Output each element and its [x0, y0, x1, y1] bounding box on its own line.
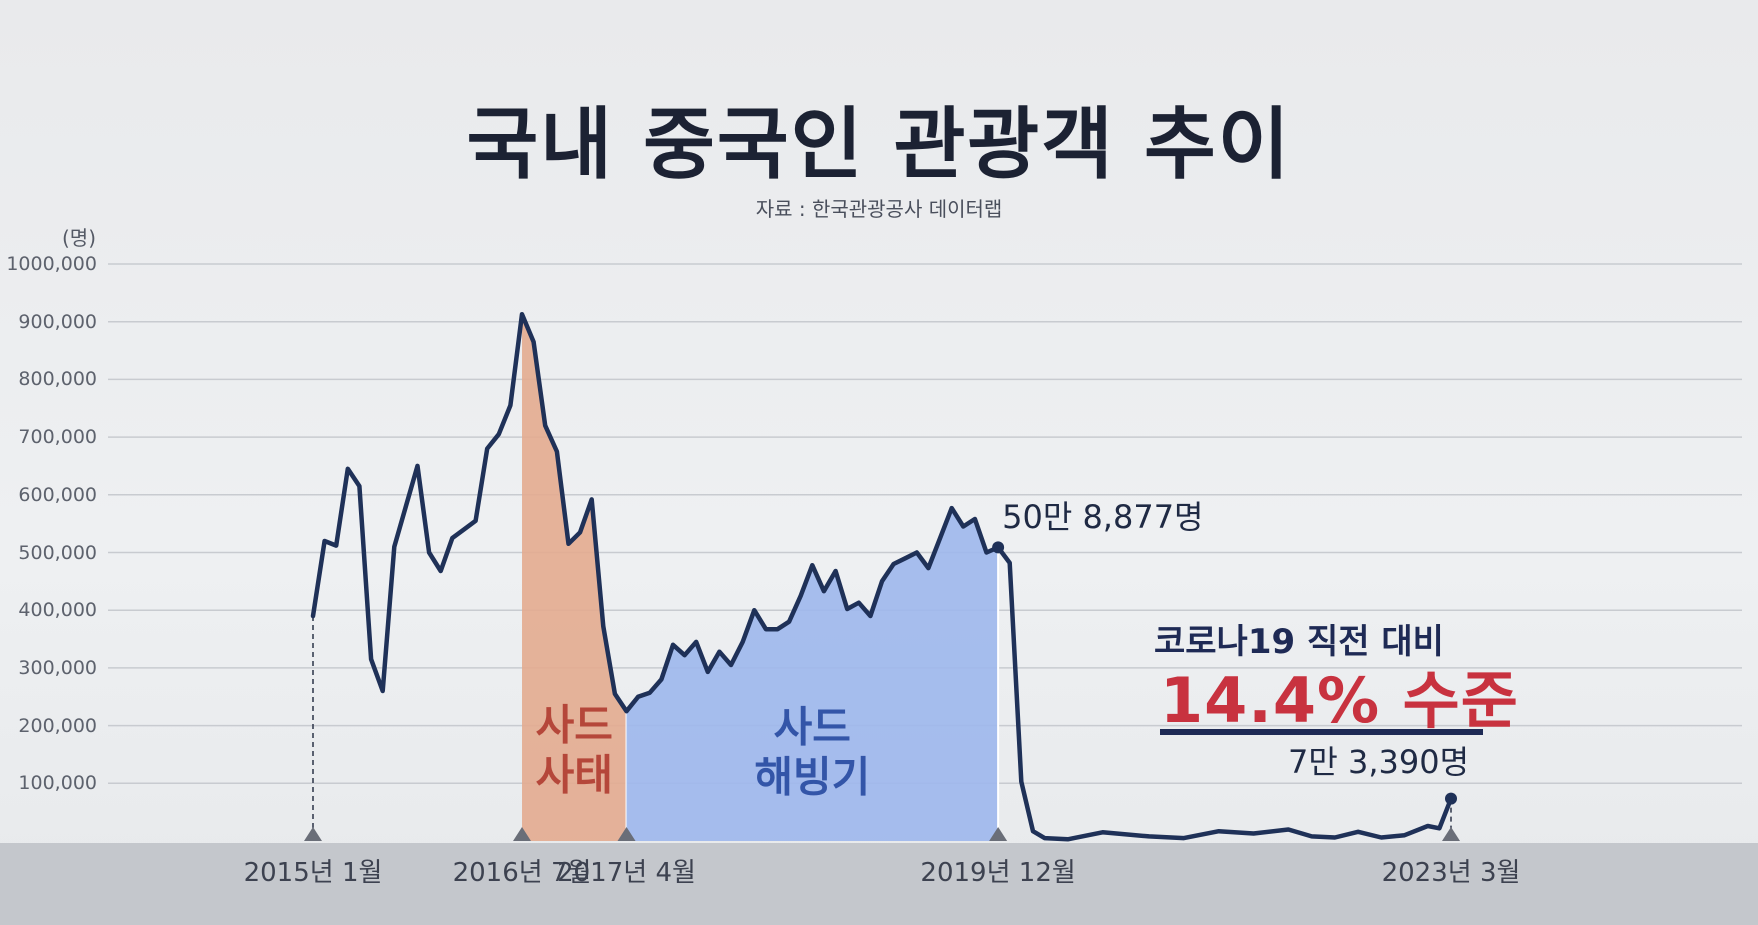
y-tick-label: 500,000 [18, 541, 97, 564]
y-tick-label: 400,000 [18, 599, 97, 622]
x-tick-label: 2023년 3월 [1381, 858, 1521, 888]
series-line [310, 311, 1454, 842]
latest-value-label: 7만 3,390명 [1288, 742, 1470, 781]
y-axis-unit: (명) [62, 226, 97, 250]
region-sad-area [522, 314, 627, 842]
note-percent-level: 14.4% 수준 [1160, 664, 1519, 737]
peak-value-label: 50만 8,877명 [1002, 498, 1204, 537]
region-label-sad: 사드 사태 [535, 700, 613, 799]
y-tick-label: 1000,000 [6, 253, 97, 275]
y-tick-label: 600,000 [18, 483, 97, 506]
y-tick-label: 800,000 [18, 368, 97, 391]
x-tick-label: 2016년 7월 [452, 858, 592, 888]
annotation-point [992, 541, 1005, 554]
x-tick-marker [1442, 827, 1460, 841]
y-tick-label: 900,000 [18, 310, 97, 333]
y-tick-label: 200,000 [18, 714, 97, 737]
region-label-thaw: 사드 해빙기 [754, 702, 871, 801]
y-tick-label: 100,000 [18, 772, 97, 795]
chart-title: 국내 중국인 관광객 추이 [466, 100, 1292, 190]
chart-source: 자료 : 한국관광공사 데이터랩 [755, 197, 1003, 221]
region-thaw-area [626, 508, 999, 841]
y-tick-label: 300,000 [18, 656, 97, 679]
annotation-point [1445, 792, 1457, 805]
x-tick-label: 2019년 12월 [920, 858, 1076, 888]
x-tick-label: 2017년 4월 [557, 858, 696, 888]
x-tick-marker [304, 827, 322, 841]
y-tick-label: 700,000 [18, 426, 97, 449]
x-tick-marker [617, 827, 636, 841]
x-tick-marker [513, 827, 532, 841]
x-axis-band [0, 843, 1758, 925]
note-underline [1160, 729, 1483, 735]
x-tick-label: 2015년 1월 [243, 858, 383, 888]
note-covid-compare: 코로나19 직전 대비 [1154, 622, 1444, 662]
x-tick-marker [989, 827, 1008, 841]
